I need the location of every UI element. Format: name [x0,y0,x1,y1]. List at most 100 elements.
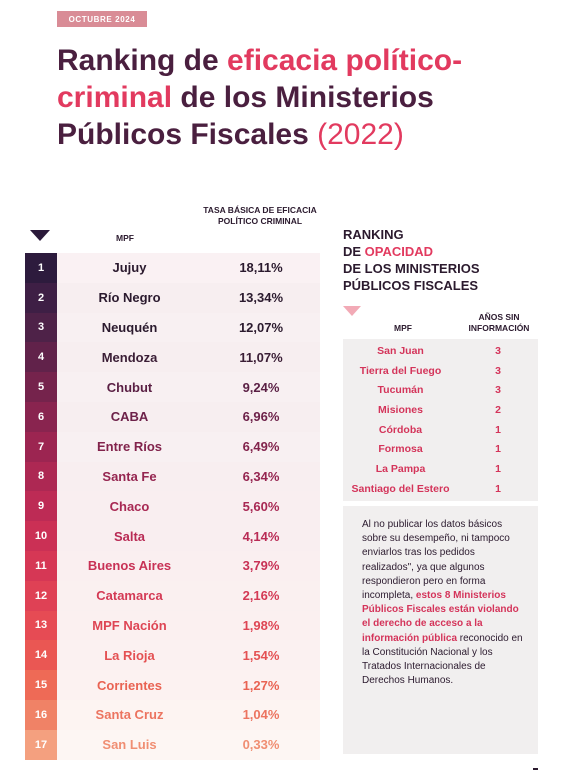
rank-number: 14 [25,640,57,671]
rank-name: Entre Ríos [96,439,162,455]
rank-body: Chaco 5,60% [57,491,320,522]
rank-name: Santa Fe [102,468,157,484]
rank-number: 7 [25,431,57,462]
opacity-name: Tierra del Fuego [359,364,442,377]
rank-rate: 4,14% [242,528,280,544]
rank-number: 4 [25,342,57,373]
rank-rate: 1,04% [242,707,280,723]
rank-number: 1 [25,253,57,283]
rank-number: 8 [25,461,57,492]
ranking-row: 13 MPF Nación 1,98% [25,610,320,641]
rank-name: Chaco [109,498,150,514]
opacity-name: Formosa [378,443,423,456]
opacity-name: San Juan [377,344,424,357]
rank-rate: 6,96% [242,409,280,425]
rank-body: Catamarca 2,16% [57,580,320,611]
opacity-title-accent: OPACIDAD [364,244,434,259]
title-part2: de los Ministerios Públicos Fiscales [57,81,434,151]
ranking-col-mpf: MPF [116,233,134,243]
rank-body: Santa Fe 6,34% [57,461,320,492]
triangle-down-icon [30,230,50,241]
opacity-row: San Juan 3 [343,341,538,361]
rank-body: Chubut 9,24% [57,372,320,402]
rank-body: La Rioja 1,54% [57,640,320,671]
opacity-title-prefix: DE [343,244,365,259]
title-part1: Ranking de [57,44,228,77]
opacity-name: Santiago del Estero [351,482,450,495]
opacity-years: 3 [495,364,501,377]
rank-name: Catamarca [96,588,163,604]
rank-body: CABA 6,96% [57,401,320,432]
rank-rate: 9,24% [242,379,280,395]
rank-number: 12 [25,580,57,611]
opacity-years: 1 [495,482,501,495]
note-text2: reconocido en la Constitución Nacional y… [362,632,523,687]
rank-body: Jujuy 18,11% [57,253,320,283]
ranking-row: 9 Chaco 5,60% [25,491,320,522]
rank-body: MPF Nación 1,98% [57,610,320,641]
ranking-row: 14 La Rioja 1,54% [25,640,320,671]
rank-number: 5 [25,372,57,402]
rank-rate: 0,33% [242,737,280,753]
rank-name: Corrientes [96,677,163,693]
date-badge: OCTUBRE 2024 [57,11,147,27]
rank-body: Corrientes 1,27% [57,670,320,700]
opacity-title-line3: DE LOS MINISTERIOS [343,261,480,276]
rank-rate: 1,98% [242,617,280,633]
ranking-row: 12 Catamarca 2,16% [25,580,320,611]
rank-number: 3 [25,312,57,343]
opacity-title-line2: DE OPACIDAD [343,243,480,260]
rank-rate: 1,27% [242,677,280,693]
rank-number: 11 [25,550,57,581]
rank-body: Santa Cruz 1,04% [57,699,320,730]
rank-rate: 11,07% [239,349,283,365]
rank-rate: 3,79% [242,558,280,574]
ranking-row: 1 Jujuy 18,11% [25,253,320,283]
page-title: Ranking de eficacia político-criminal de… [57,42,527,153]
opacity-years: 1 [495,462,501,475]
rank-number: 17 [25,729,57,760]
rank-rate: 5,60% [242,498,280,514]
rank-name: Santa Cruz [95,707,164,723]
opacity-years: 2 [495,403,501,416]
rank-body: Mendoza 11,07% [57,342,320,373]
ranking-row: 8 Santa Fe 6,34% [25,461,320,492]
opacity-name: Córdoba [378,423,423,436]
rank-name: Neuquén [101,319,158,335]
rank-rate: 6,34% [242,468,280,484]
opacity-col-mpf: MPF [394,323,412,333]
opacity-row: Tierra del Fuego 3 [343,361,538,381]
ranking-row: 6 CABA 6,96% [25,401,320,432]
opacity-title-line1: RANKING [343,227,404,242]
rank-name: Buenos Aires [87,558,172,574]
opacity-row: Formosa 1 [343,439,538,459]
ranking-row: 16 Santa Cruz 1,04% [25,699,320,730]
rank-rate: 18,11% [239,260,283,276]
rank-name: Río Negro [98,290,161,306]
rank-number: 13 [25,610,57,641]
rank-body: Salta 4,14% [57,521,320,551]
rank-rate: 2,16% [242,588,280,604]
rank-number: 9 [25,491,57,522]
ranking-row: 17 San Luis 0,33% [25,729,320,760]
rank-rate: 6,49% [242,439,280,455]
note-strong: estos 8 Ministerios Públicos Fiscales es… [362,590,519,644]
opacity-row: Misiones 2 [343,400,538,420]
rank-body: San Luis 0,33% [57,729,320,760]
opacity-name: Tucumán [377,384,424,397]
rank-name: Jujuy [112,260,147,276]
title-year: (2022) [317,118,404,151]
rank-name: CABA [110,409,149,425]
rank-name: Mendoza [101,349,158,365]
rank-number: 15 [25,670,57,700]
opacity-title-line4: PÚBLICOS FISCALES [343,278,479,293]
ranking-row: 15 Corrientes 1,27% [25,670,320,700]
opacity-row: Tucumán 3 [343,380,538,400]
ranking-table: 1 Jujuy 18,11% 2 Río Negro 13,34% 3 Neuquén 12,0… [25,253,320,760]
title-accent: eficacia político-criminal [57,44,463,114]
footer-mark [533,768,538,770]
opacity-table: San Juan 3 Tierra del Fuego 3 Tucumán 3 Mision… [343,339,538,501]
opacity-name: La Pampa [375,462,426,475]
note-text1: Al no publicar los datos básicos sobre s… [362,519,510,602]
rank-body: Río Negro 13,34% [57,282,320,313]
